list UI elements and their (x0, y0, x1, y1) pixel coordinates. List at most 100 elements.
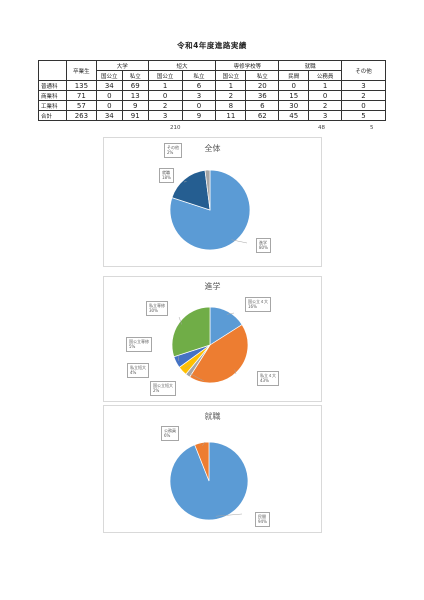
subheader-vocational-public: 国公立 (215, 70, 247, 81)
header-vocational: 専修学校等 (215, 60, 280, 71)
table-cell: 69 (121, 80, 149, 91)
subtotal-other: 5 (370, 125, 374, 131)
table-cell: 3 (308, 110, 343, 121)
data-label: 民間 94% (255, 512, 270, 527)
data-label-name: 私立短大 (130, 365, 146, 370)
table-cell: 11 (215, 110, 247, 121)
data-label-name: 国公立専修 (129, 339, 149, 344)
pie-slice (194, 441, 210, 482)
header-junior-college: 短大 (147, 60, 217, 71)
data-label-percent: 5% (129, 344, 136, 350)
data-label-name: 私立専修 (149, 303, 165, 308)
leader-line (184, 364, 191, 370)
table-cell: 36 (245, 90, 280, 101)
data-label-name: 私立４大 (260, 373, 276, 378)
header-other: その他 (341, 60, 386, 81)
table-subheader-row: 国公立 私立 国公立 私立 国公立 私立 民間 公務員 (39, 70, 386, 81)
chart-title: 進学 (204, 282, 221, 291)
pie-chart-overall: 全体 進学 80% 就職 18% その他 2% (103, 137, 322, 267)
table-cell: 71 (65, 90, 97, 101)
table-cell: 3 (181, 90, 217, 101)
table-cell: 2 (308, 100, 343, 111)
data-label-name: 就職 (162, 170, 170, 175)
leader-line (234, 369, 237, 375)
leader-line (231, 239, 248, 244)
table-cell: 5 (341, 110, 386, 121)
pie-svg (171, 306, 249, 384)
table-cell: 62 (245, 110, 280, 121)
subheader-vocational-private: 私立 (245, 70, 280, 81)
table-cell: 1 (215, 80, 247, 91)
results-table: 卒業生 大学 短大 専修学校等 就職 その他 国公立 私立 国公立 私立 国公立… (38, 60, 386, 121)
row-label: 普通科 (38, 80, 67, 91)
table-cell: 1 (147, 80, 183, 91)
data-label-percent: 6% (164, 433, 171, 439)
table-cell: 9 (181, 110, 217, 121)
table-cell: 30 (278, 100, 310, 111)
data-label-name: 進学 (259, 240, 267, 245)
table-header-row: 卒業生 大学 短大 専修学校等 就職 その他 (38, 60, 386, 81)
table-row: 工業科 57 0 9 2 0 8 6 30 2 0 (38, 100, 386, 111)
data-label-percent: 18% (162, 175, 171, 181)
table-cell: 9 (121, 100, 149, 111)
leader-line (215, 513, 243, 517)
data-label: その他 2% (164, 143, 182, 158)
table-cell: 263 (65, 110, 97, 121)
pie-chart-advancement: 進学 国公立４大 16% 私立４大 43% 国公立短大 2% 私立短大 4% 国公立専修 5% 私立… (103, 276, 322, 402)
table-cell: 0 (181, 100, 217, 111)
row-label: 合計 (38, 110, 67, 121)
data-label: 国公立専修 5% (126, 337, 152, 352)
table-cell: 13 (121, 90, 149, 101)
data-label-percent: 43% (260, 378, 269, 384)
table-cell: 8 (215, 100, 247, 111)
data-label-name: 民間 (258, 514, 266, 519)
table-cell: 0 (95, 100, 123, 111)
subheader-junior-public: 国公立 (147, 70, 183, 81)
table-cell: 45 (278, 110, 310, 121)
subtotal-employment: 48 (318, 125, 325, 131)
leader-line (226, 312, 235, 315)
table-cell: 91 (121, 110, 149, 121)
leader-line (189, 373, 205, 382)
subheader-junior-private: 私立 (181, 70, 217, 81)
data-label-percent: 94% (258, 519, 267, 525)
data-label: 就職 18% (159, 168, 174, 183)
data-label-name: 国公立短大 (153, 383, 173, 388)
table-row: 商業科 71 0 13 0 3 2 36 15 0 2 (38, 90, 386, 101)
table-cell: 6 (181, 80, 217, 91)
pie-slice (171, 306, 211, 358)
data-label-percent: 16% (248, 304, 257, 310)
leader-line (202, 441, 206, 446)
data-label: 私立専修 30% (146, 301, 168, 316)
row-label: 商業科 (38, 90, 67, 101)
pie-slice (189, 324, 249, 384)
table-cell: 0 (341, 100, 386, 111)
table-cell: 0 (95, 90, 123, 101)
pie-slice (171, 169, 211, 211)
data-label: 進学 80% (256, 238, 271, 253)
pie-svg (169, 441, 249, 521)
leader-line (178, 316, 182, 325)
data-label: 私立４大 43% (257, 371, 279, 386)
table-cell: 20 (245, 80, 280, 91)
pie-slice (204, 169, 211, 211)
header-employment: 就職 (278, 60, 343, 71)
table-cell: 6 (245, 100, 280, 111)
table-cell: 0 (278, 80, 310, 91)
table-cell: 3 (147, 110, 183, 121)
table-cell: 0 (308, 90, 343, 101)
data-label-name: 国公立４大 (248, 299, 268, 304)
header-graduates: 卒業生 (65, 60, 97, 81)
data-label: 公務員 6% (161, 426, 179, 441)
subheader-university-private: 私立 (121, 70, 149, 81)
table-cell: 15 (278, 90, 310, 101)
subheader-private-sector: 民間 (278, 70, 310, 81)
data-label: 国公立４大 16% (245, 297, 271, 312)
leader-line (206, 169, 208, 174)
table-cell: 135 (65, 80, 97, 91)
pie-chart-employment: 就職 民間 94% 公務員 6% (103, 405, 322, 533)
table-cell: 3 (341, 80, 386, 91)
data-label-percent: 30% (149, 308, 158, 314)
subtotal-advancement: 210 (170, 125, 181, 131)
data-label-percent: 4% (130, 370, 137, 376)
